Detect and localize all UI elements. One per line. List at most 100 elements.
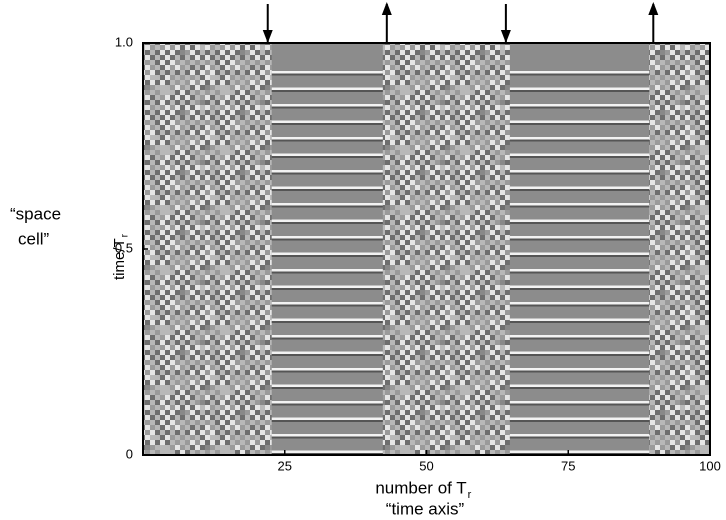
stripe-light (509, 137, 650, 140)
y-tick-label: 1.0 (115, 34, 133, 49)
stripe-dark (509, 205, 650, 208)
stripe-dark (271, 156, 383, 158)
arrow-head (500, 30, 511, 43)
stripe-light (271, 318, 383, 321)
stripe-light (509, 236, 650, 239)
stripe-light (271, 137, 383, 140)
stripe-dark (271, 436, 383, 439)
stripe-light (271, 401, 383, 404)
stripe-light (271, 87, 383, 90)
arrow-head (262, 30, 273, 43)
stripe-dark (509, 436, 650, 439)
stripe-dark (271, 337, 383, 340)
stripe-dark (271, 403, 383, 406)
stripe-dark (271, 90, 383, 92)
stripe-dark (271, 321, 383, 323)
stripe-light (509, 434, 650, 437)
stripe-dark (271, 271, 383, 274)
stripe-light (271, 203, 383, 206)
stripe-light (271, 170, 383, 173)
stripe-light (271, 384, 383, 387)
stripe-dark (509, 238, 650, 241)
side-label: cell” (18, 229, 50, 248)
stripe-dark (509, 321, 650, 323)
stripe-light (509, 285, 650, 288)
stripe-dark (509, 370, 650, 373)
stripe-light (271, 434, 383, 437)
x-tick-label: 50 (419, 458, 433, 473)
stripe-dark (509, 172, 650, 175)
stripe-dark (509, 189, 650, 191)
stripe-light (509, 401, 650, 404)
stripe-light (509, 368, 650, 371)
stripe-dark (271, 420, 383, 422)
stripe-light (271, 417, 383, 420)
stripe-light (509, 71, 650, 74)
stripe-dark (509, 156, 650, 158)
arrow-head (648, 2, 659, 15)
stripe-light (271, 219, 383, 222)
x-tick-label: 100 (699, 458, 721, 473)
stripe-light (271, 368, 383, 371)
y-tick-label: 0 (126, 446, 133, 461)
plot-area (143, 43, 710, 455)
stripe-dark (271, 255, 383, 257)
y-label-group: time/T r (111, 233, 131, 280)
stripe-light (509, 417, 650, 420)
x-axis-label: number of T (375, 478, 466, 497)
stripe-dark (271, 172, 383, 175)
stripe-light (509, 219, 650, 222)
stripe-dark (271, 304, 383, 307)
stripe-dark (509, 420, 650, 422)
stripe-dark (509, 123, 650, 125)
stripe-dark (271, 222, 383, 224)
stripe-light (271, 120, 383, 123)
stripe-dark (271, 354, 383, 356)
stripe-light (271, 285, 383, 288)
stripe-light (271, 236, 383, 239)
stripe-light (271, 71, 383, 74)
x-tick-label: 25 (278, 458, 292, 473)
stripe-light (509, 269, 650, 272)
stripe-dark (271, 370, 383, 373)
stripe-dark (509, 139, 650, 142)
stripe-dark (271, 288, 383, 290)
stripe-light (509, 170, 650, 173)
x-axis-note: “time axis” (386, 499, 465, 518)
stripe-light (509, 104, 650, 107)
stripe-light (271, 252, 383, 255)
stripe-light (509, 335, 650, 338)
stripe-dark (271, 189, 383, 191)
stripe-light (509, 302, 650, 305)
stripe-light (271, 153, 383, 156)
stripe-light (509, 153, 650, 156)
stripe-dark (509, 288, 650, 290)
stripe-dark (509, 255, 650, 257)
side-label: “space (10, 204, 61, 223)
stripe-light (271, 450, 383, 453)
stripe-dark (509, 304, 650, 307)
stripe-light (509, 450, 650, 453)
x-axis-label-subscript: r (468, 489, 472, 501)
stripe-dark (271, 73, 383, 76)
stripe-light (271, 335, 383, 338)
x-tick-label: 75 (561, 458, 575, 473)
stripe-light (271, 351, 383, 354)
stripe-dark (271, 139, 383, 142)
stripe-dark (509, 271, 650, 274)
stripe-dark (509, 354, 650, 356)
stripe-light (271, 104, 383, 107)
stripe-dark (271, 205, 383, 208)
stripe-light (509, 120, 650, 123)
stripe-dark (271, 387, 383, 389)
stripe-dark (509, 403, 650, 406)
stripe-dark (271, 238, 383, 241)
stripe-light (509, 87, 650, 90)
stripe-dark (271, 123, 383, 125)
stripe-light (271, 302, 383, 305)
stripe-dark (509, 73, 650, 76)
stripe-dark (509, 387, 650, 389)
stripe-dark (509, 106, 650, 109)
stripe-light (509, 186, 650, 189)
